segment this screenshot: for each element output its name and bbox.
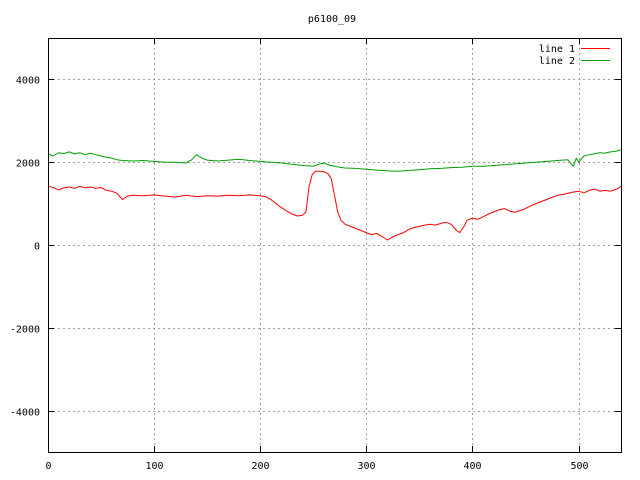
- x-tick-label: 500: [570, 461, 588, 472]
- x-tick-label: 100: [145, 461, 163, 472]
- tick-layer: 0 100 200 300 400 500 -4000 -2000 0 2000 4000: [10, 38, 621, 472]
- y-tick-label: 2000: [16, 159, 40, 170]
- legend-label-2: line 2: [539, 56, 575, 67]
- series-layer: [47, 149, 622, 241]
- series-line-1: [47, 170, 622, 241]
- legend-label-1: line 1: [539, 44, 575, 55]
- series-line-2: [47, 149, 622, 172]
- y-tick-label: -4000: [10, 408, 40, 419]
- x-tick-label: 400: [463, 461, 481, 472]
- x-tick-label: 200: [251, 461, 269, 472]
- y-tick-label: 4000: [16, 76, 40, 87]
- grid-layer: [48, 38, 621, 452]
- y-tick-label: -2000: [10, 325, 40, 336]
- chart-title: p6100_09: [308, 14, 356, 25]
- x-tick-label: 0: [45, 461, 51, 472]
- x-tick-label: 300: [357, 461, 375, 472]
- y-tick-label: 0: [34, 242, 40, 253]
